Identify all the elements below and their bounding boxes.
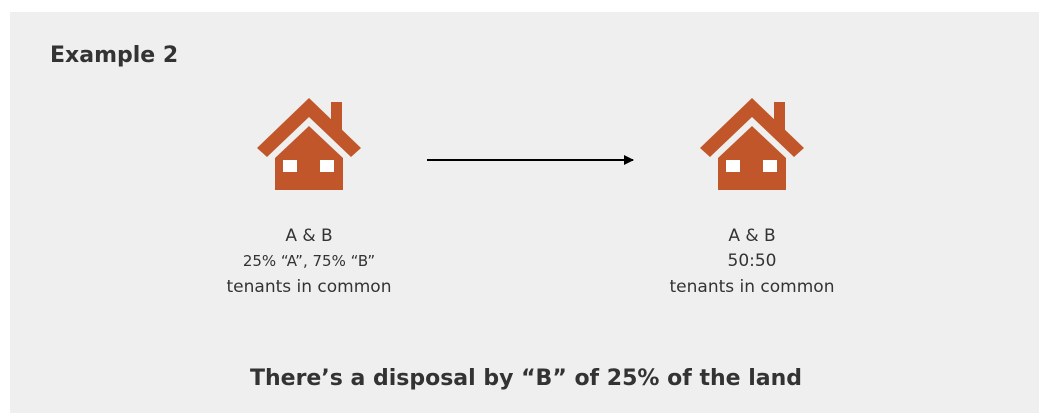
left-label: tenants in common <box>227 277 392 297</box>
right-label: tenants in common <box>670 277 835 297</box>
right-label: A & B <box>728 226 775 246</box>
title: Example 2 <box>50 43 178 68</box>
panel <box>10 12 1039 413</box>
right-label: 50:50 <box>728 251 777 271</box>
caption: There’s a disposal by “B” of 25% of the … <box>250 366 802 391</box>
left-label: 25% “A”, 75% “B” <box>243 252 375 270</box>
left-label: A & B <box>285 226 332 246</box>
